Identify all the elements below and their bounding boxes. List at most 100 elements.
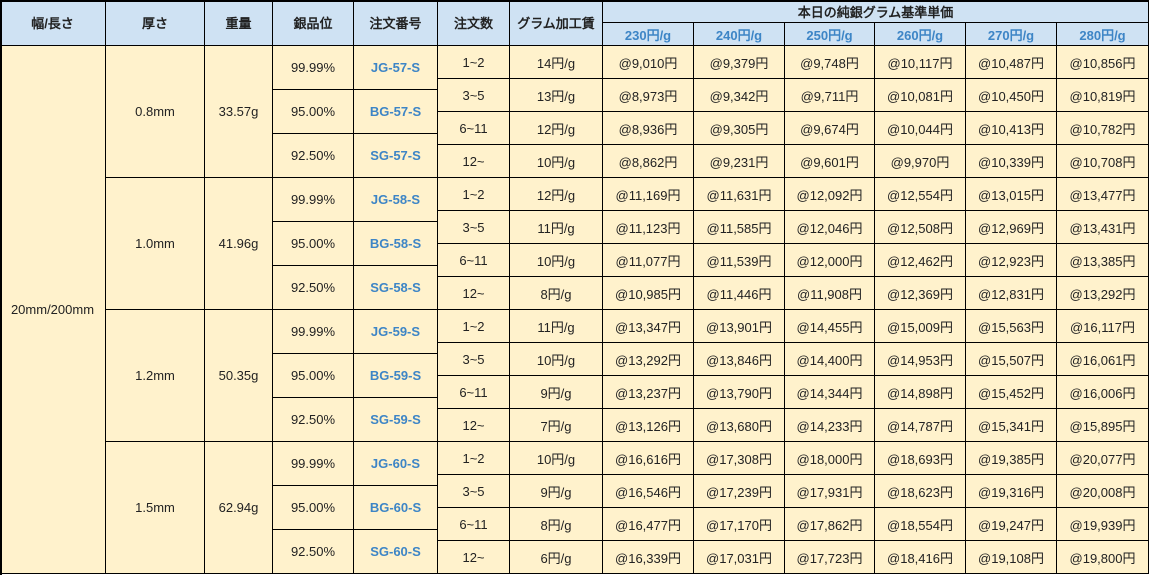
unit-price-cell: @12,462円 bbox=[875, 244, 966, 277]
unit-price-cell-text: @19,939円 bbox=[1069, 517, 1136, 533]
silver-grade-cell: 92.50% bbox=[273, 266, 354, 310]
gram-fee-cell-text: 13円/g bbox=[536, 88, 576, 104]
unit-price-cell: @11,539円 bbox=[694, 244, 785, 277]
unit-price-cell-text: @17,170円 bbox=[706, 517, 772, 533]
unit-price-cell-text: @12,462円 bbox=[887, 253, 953, 269]
unit-price-cell-text: @16,006円 bbox=[1069, 385, 1136, 401]
order-number-cell-text: SG-59-S bbox=[370, 412, 421, 427]
unit-price-cell: @12,046円 bbox=[785, 211, 875, 244]
unit-price-cell: @19,247円 bbox=[966, 508, 1057, 541]
unit-price-cell-text: @19,800円 bbox=[1069, 550, 1136, 566]
order-qty-cell: 6~11 bbox=[438, 376, 510, 409]
silver-grade-cell-text: 92.50% bbox=[290, 148, 336, 163]
gram-fee-cell: 8円/g bbox=[510, 277, 603, 310]
unit-price-cell-text: @10,450円 bbox=[978, 88, 1044, 104]
unit-price-cell-text: @20,008円 bbox=[1069, 484, 1136, 500]
header-order-qty-text: 注文数 bbox=[453, 16, 493, 31]
unit-price-cell-text: @9,379円 bbox=[709, 55, 769, 71]
unit-price-cell-text: @9,970円 bbox=[890, 154, 950, 170]
gram-fee-cell-text: 8円/g bbox=[540, 517, 572, 533]
unit-price-cell-text: @10,985円 bbox=[615, 286, 681, 302]
unit-price-cell-text: @16,546円 bbox=[615, 484, 681, 500]
gram-fee-cell-text: 11円/g bbox=[537, 319, 575, 335]
gram-fee-cell: 11円/g bbox=[510, 211, 603, 244]
order-number-cell-text: JG-59-S bbox=[370, 324, 421, 339]
unit-price-cell: @13,385円 bbox=[1057, 244, 1149, 277]
gram-fee-cell: 12円/g bbox=[510, 178, 603, 211]
unit-price-cell-text: @9,674円 bbox=[800, 121, 859, 137]
gram-fee-cell-text: 10円/g bbox=[536, 253, 576, 269]
unit-price-cell-text: @10,081円 bbox=[887, 88, 953, 104]
silver-grade-cell-text: 92.50% bbox=[290, 544, 336, 559]
unit-price-cell: @12,369円 bbox=[875, 277, 966, 310]
unit-price-cell-text: @18,554円 bbox=[887, 517, 953, 533]
unit-price-cell: @10,044円 bbox=[875, 112, 966, 145]
silver-grade-cell-text: 99.99% bbox=[290, 192, 336, 207]
thickness-cell-text: 1.2mm bbox=[135, 368, 175, 383]
order-number-cell: JG-57-S bbox=[354, 46, 438, 90]
gram-fee-cell-text: 12円/g bbox=[536, 121, 576, 137]
unit-price-cell-text: @9,342円 bbox=[709, 88, 769, 104]
unit-price-cell: @10,450円 bbox=[966, 79, 1057, 112]
unit-price-cell: @11,908円 bbox=[785, 277, 875, 310]
size-cell-text: 20mm/200mm bbox=[10, 302, 95, 317]
unit-price-cell-text: @18,693円 bbox=[887, 451, 953, 467]
order-qty-cell: 12~ bbox=[438, 145, 510, 178]
unit-price-cell: @11,631円 bbox=[694, 178, 785, 211]
unit-price-cell-text: @13,015円 bbox=[978, 187, 1044, 203]
unit-price-cell: @11,123円 bbox=[603, 211, 694, 244]
gram-fee-cell: 10円/g bbox=[510, 442, 603, 475]
weight-cell: 41.96g bbox=[205, 178, 273, 310]
header-base-price-text: 230円/g bbox=[624, 27, 672, 43]
unit-price-cell: @12,831円 bbox=[966, 277, 1057, 310]
order-qty-cell-text: 6~11 bbox=[459, 120, 488, 136]
unit-price-cell-text: @10,487円 bbox=[978, 55, 1044, 71]
order-qty-cell: 12~ bbox=[438, 409, 510, 442]
silver-grade-cell: 95.00% bbox=[273, 354, 354, 398]
unit-price-cell: @10,819円 bbox=[1057, 79, 1149, 112]
unit-price-cell-text: @12,554円 bbox=[887, 187, 953, 203]
unit-price-cell-text: @15,563円 bbox=[978, 319, 1044, 335]
unit-price-cell-text: @17,862円 bbox=[796, 517, 863, 533]
unit-price-cell: @9,748円 bbox=[785, 46, 875, 79]
order-qty-cell: 3~5 bbox=[438, 475, 510, 508]
unit-price-cell: @13,015円 bbox=[966, 178, 1057, 211]
unit-price-cell-text: @9,010円 bbox=[618, 55, 678, 71]
header-order-number: 注文番号 bbox=[354, 0, 438, 46]
unit-price-cell: @9,711円 bbox=[785, 79, 875, 112]
order-number-cell: BG-59-S bbox=[354, 354, 438, 398]
unit-price-cell: @16,339円 bbox=[603, 541, 694, 574]
unit-price-cell-text: @15,507円 bbox=[978, 352, 1044, 368]
order-number-cell-text: SG-58-S bbox=[370, 280, 421, 295]
unit-price-cell: @15,895円 bbox=[1057, 409, 1149, 442]
header-order-qty: 注文数 bbox=[438, 0, 510, 46]
order-qty-cell: 1~2 bbox=[438, 46, 510, 79]
unit-price-cell-text: @14,400円 bbox=[796, 352, 863, 368]
unit-price-cell: @14,953円 bbox=[875, 343, 966, 376]
header-base-price: 270円/g bbox=[966, 23, 1057, 46]
unit-price-cell-text: @13,126円 bbox=[615, 418, 681, 434]
unit-price-cell: @9,231円 bbox=[694, 145, 785, 178]
unit-price-cell-text: @14,953円 bbox=[887, 352, 953, 368]
unit-price-cell: @14,233円 bbox=[785, 409, 875, 442]
order-number-cell: JG-59-S bbox=[354, 310, 438, 354]
silver-grade-cell: 92.50% bbox=[273, 530, 354, 574]
order-qty-cell-text: 1~2 bbox=[462, 186, 485, 202]
unit-price-cell: @13,901円 bbox=[694, 310, 785, 343]
weight-cell: 62.94g bbox=[205, 442, 273, 574]
unit-price-cell: @19,316円 bbox=[966, 475, 1057, 508]
silver-grade-cell-text: 95.00% bbox=[290, 368, 336, 383]
unit-price-cell: @13,292円 bbox=[1057, 277, 1149, 310]
unit-price-cell: @9,342円 bbox=[694, 79, 785, 112]
unit-price-cell: @20,077円 bbox=[1057, 442, 1149, 475]
unit-price-cell-text: @15,341円 bbox=[978, 418, 1044, 434]
unit-price-cell: @11,446円 bbox=[694, 277, 785, 310]
order-number-cell: SG-59-S bbox=[354, 398, 438, 442]
unit-price-cell-text: @8,862円 bbox=[618, 154, 678, 170]
unit-price-cell-text: @13,385円 bbox=[1069, 253, 1136, 269]
weight-cell: 50.35g bbox=[205, 310, 273, 442]
unit-price-cell-text: @19,316円 bbox=[978, 484, 1044, 500]
unit-price-cell-text: @19,247円 bbox=[978, 517, 1044, 533]
order-qty-cell: 12~ bbox=[438, 277, 510, 310]
order-qty-cell-text: 1~2 bbox=[462, 54, 485, 70]
